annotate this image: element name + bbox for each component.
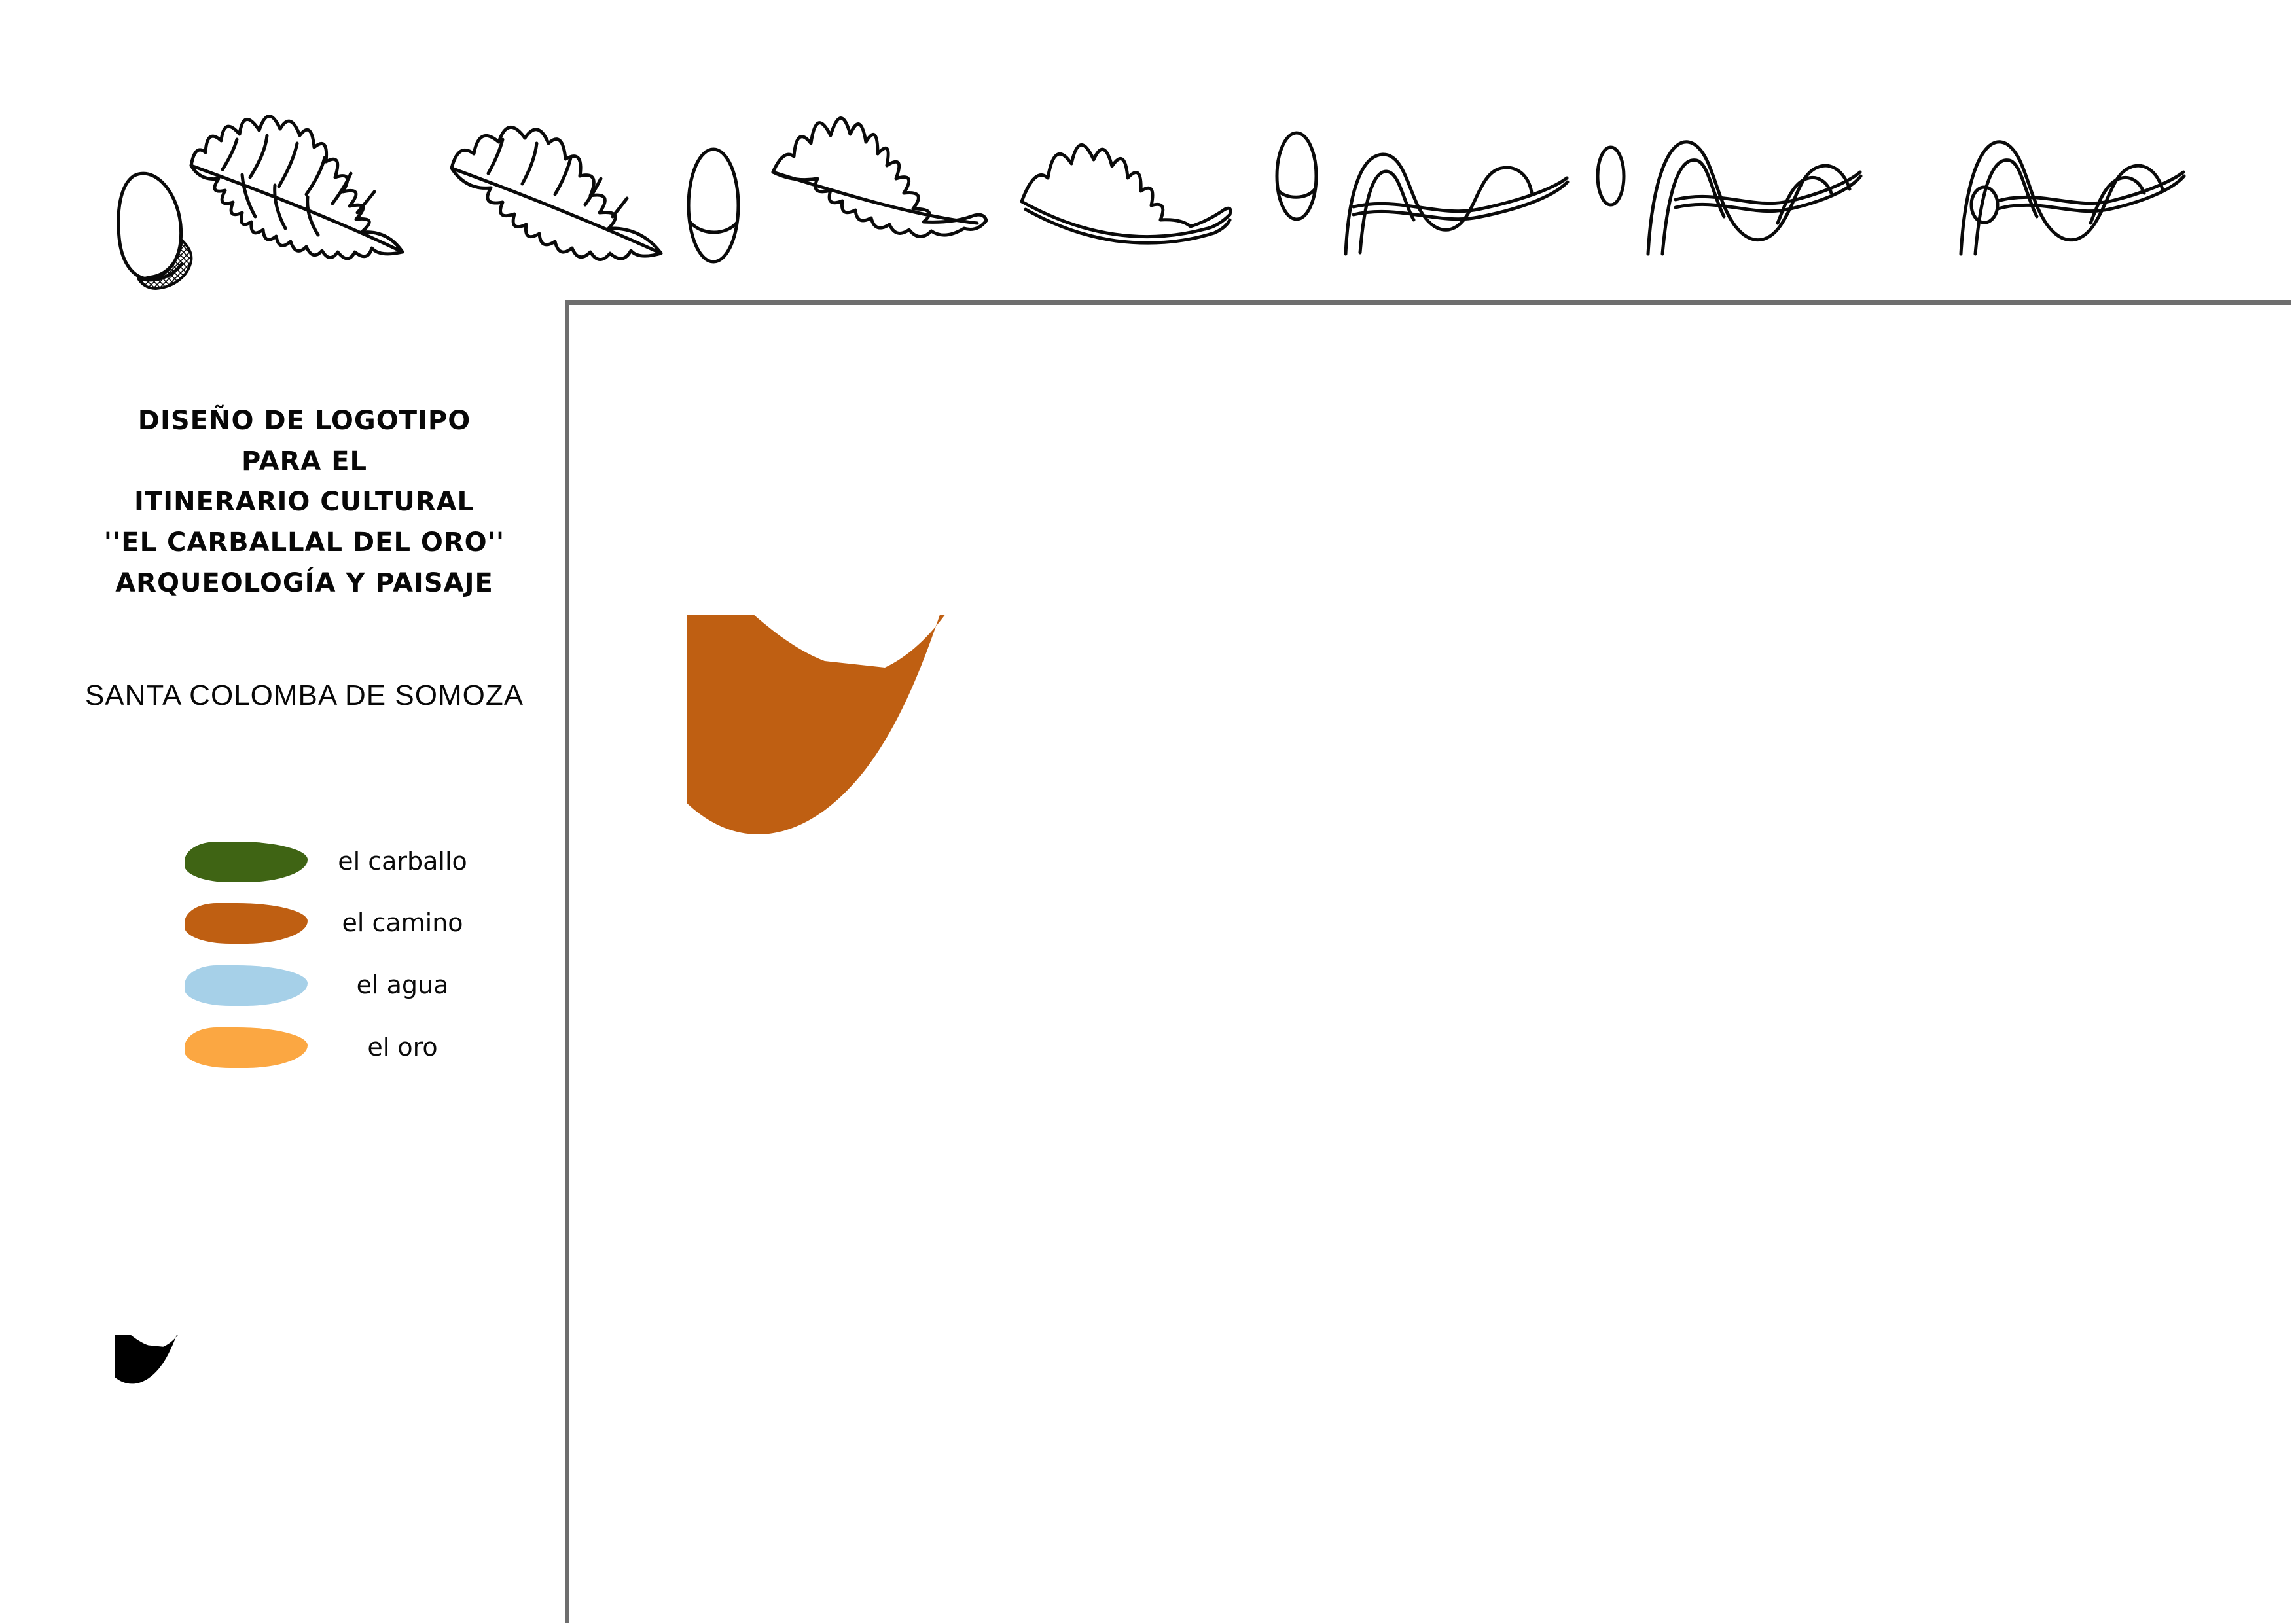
wave-refined-sketch	[1646, 140, 1863, 256]
leaf-outline-sketch	[771, 116, 988, 238]
logo-color-main	[687, 615, 2258, 1499]
acorn-sketch	[117, 171, 193, 290]
title-line: DISEÑO DE LOGOTIPO	[137, 406, 471, 436]
title-line: PARA EL	[241, 446, 368, 476]
project-title: DISEÑO DE LOGOTIPO PARA EL ITINERARIO CU…	[75, 401, 533, 603]
ellipse-sketch	[1275, 131, 1318, 221]
legend-row-carballo: el carballo	[185, 842, 525, 887]
color-legend: el carballo el camino el agua el oro	[185, 842, 525, 1103]
legend-row-oro: el oro	[185, 1027, 525, 1073]
legend-label: el carballo	[338, 847, 467, 876]
leaf-wave-transition-sketch	[1020, 143, 1232, 245]
title-line: ITINERARIO CULTURAL	[134, 487, 475, 517]
legend-row-agua: el agua	[185, 965, 525, 1011]
agua-swatch	[185, 965, 308, 1006]
canvas-frame	[565, 300, 2291, 1623]
carballo-swatch	[185, 842, 308, 882]
acorn-ellipse-sketch	[687, 147, 740, 264]
sketch-row	[0, 0, 2296, 301]
camino-swatch	[185, 903, 308, 944]
logo-black-variant	[115, 1335, 501, 1531]
final-logo-line-sketch	[1959, 140, 2186, 256]
wave-study-sketch	[1344, 152, 1570, 256]
title-line: ARQUEOLOGÍA Y PAISAJE	[115, 568, 493, 598]
oak-leaf-detailed-sketch	[189, 115, 404, 260]
location-subtitle: SANTA COLOMBA DE SOMOZA	[84, 679, 524, 711]
legend-label: el oro	[367, 1033, 438, 1061]
title-line: ''EL CARBALLAL DEL ORO''	[103, 527, 505, 558]
legend-label: el camino	[342, 908, 463, 937]
legend-label: el agua	[356, 971, 449, 999]
oro-swatch	[185, 1027, 308, 1068]
small-ellipse-sketch	[1596, 145, 1626, 207]
legend-row-camino: el camino	[185, 903, 525, 949]
oak-leaf-simplified-sketch	[450, 125, 663, 261]
